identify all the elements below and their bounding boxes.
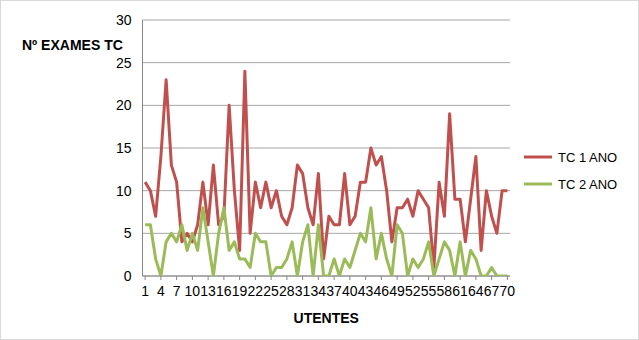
x-tick [412,276,413,280]
x-tick-label: 67 [484,283,500,299]
x-tick [160,276,161,280]
x-tick [176,276,177,280]
x-tick [349,276,350,280]
x-tick-label: 7 [173,283,181,299]
plot-area [145,71,507,276]
x-axis-title: UTENTES [294,310,359,326]
x-tick [145,276,146,280]
grid-line [143,62,511,63]
x-tick-label: 28 [279,283,295,299]
y-axis-line [142,20,143,276]
y-tick-label: 20 [116,97,132,113]
y-tick-label: 0 [124,268,132,284]
x-tick-label: 31 [295,283,311,299]
x-tick-label: 25 [263,283,279,299]
x-tick [507,276,508,280]
grid-line [143,105,511,106]
x-tick-label: 64 [468,283,484,299]
x-tick [365,276,366,280]
x-tick [208,276,209,280]
x-tick [491,276,492,280]
x-tick [428,276,429,280]
y-tick-label: 5 [124,225,132,241]
x-tick [255,276,256,280]
x-tick [271,276,272,280]
legend-swatch [524,156,552,159]
x-tick-label: 49 [389,283,405,299]
x-tick-label: 40 [342,283,358,299]
y-tick-label: 15 [116,140,132,156]
x-tick [302,276,303,280]
x-tick [475,276,476,280]
x-tick-label: 58 [437,283,453,299]
x-tick-label: 1 [141,283,149,299]
x-tick [286,276,287,280]
x-tick [444,276,445,280]
chart-frame [1,1,639,340]
x-tick [239,276,240,280]
y-tick-label: 10 [116,183,132,199]
y-tick-label: 25 [116,55,132,71]
chart: 0510152025301471013161922252831343740434… [0,0,639,340]
x-tick [334,276,335,280]
grid-line [143,20,511,21]
series-line [145,208,507,276]
x-tick [460,276,461,280]
x-tick-label: 34 [311,283,327,299]
x-tick-label: 13 [200,283,216,299]
x-tick-label: 61 [452,283,468,299]
grid-line [143,148,511,149]
x-tick [397,276,398,280]
x-tick-label: 52 [405,283,421,299]
x-tick [223,276,224,280]
y-tick-label: 30 [116,12,132,28]
x-tick-label: 55 [421,283,437,299]
y-axis-title: Nº EXAMES TC [22,37,123,53]
x-tick [192,276,193,280]
x-tick-label: 10 [185,283,201,299]
x-tick [381,276,382,280]
x-tick-label: 70 [500,283,516,299]
x-tick-label: 19 [232,283,248,299]
legend-swatch [524,183,552,186]
x-tick-label: 43 [358,283,374,299]
x-tick-label: 22 [248,283,264,299]
x-tick-label: 37 [326,283,342,299]
legend-label: TC 1 ANO [558,150,617,165]
x-tick [318,276,319,280]
legend-label: TC 2 ANO [558,177,617,192]
x-tick-label: 46 [374,283,390,299]
x-tick-label: 16 [216,283,232,299]
x-tick-label: 4 [157,283,165,299]
